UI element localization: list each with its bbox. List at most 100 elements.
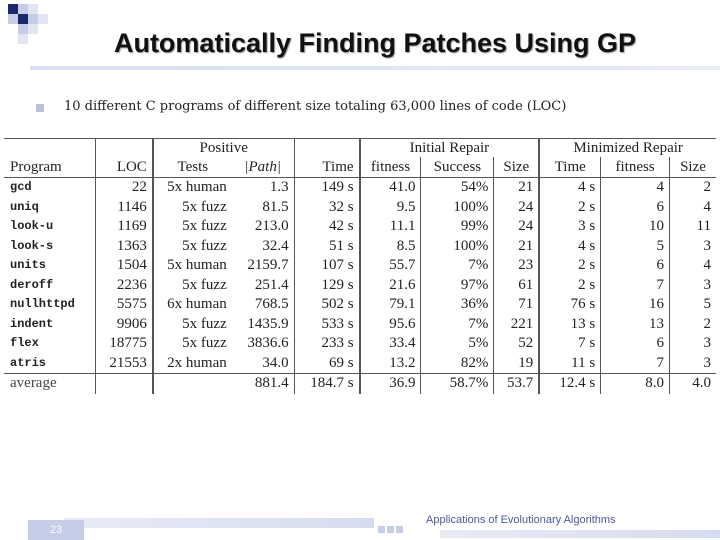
table-cell: 2 s bbox=[538, 275, 601, 295]
table-cell: 76 s bbox=[538, 295, 601, 315]
table-cell: 533 s bbox=[293, 314, 360, 334]
table-cell: 33.4 bbox=[358, 334, 421, 354]
table-cell: 95.6 bbox=[358, 314, 421, 334]
table-cell: 55.7 bbox=[358, 256, 421, 276]
table-cell: 6 bbox=[600, 334, 670, 354]
table-cell: 10 bbox=[600, 217, 670, 237]
table-cell: 233 s bbox=[293, 334, 360, 354]
slide-title: Automatically Finding Patches Using GP bbox=[113, 28, 637, 58]
table-cell: 213.0 bbox=[254, 218, 289, 235]
table-cell: 1435.9 bbox=[247, 315, 289, 332]
table-cell: 4 s bbox=[538, 236, 601, 256]
table-cell: 24 bbox=[493, 217, 540, 237]
col-loc: LOC bbox=[94, 157, 153, 178]
table-cell: 11.1 bbox=[358, 217, 421, 237]
table-cell: 16 bbox=[600, 295, 670, 315]
col-time: Time bbox=[293, 157, 360, 178]
table-cell: 9906 bbox=[94, 314, 153, 334]
table-cell: 5x fuzz bbox=[151, 275, 232, 295]
table-cell: 21.6 bbox=[358, 275, 421, 295]
table-cell: 11 bbox=[669, 217, 716, 237]
program-name: deroff bbox=[10, 277, 54, 292]
group-header-row: Positive Initial Repair Minimized Repair bbox=[4, 138, 716, 157]
table-cell: 4 bbox=[669, 197, 716, 217]
table-cell: 8.5 bbox=[358, 236, 421, 256]
table-cell: 4 bbox=[669, 256, 716, 276]
col-success: Success bbox=[420, 157, 494, 178]
table-cell: 82% bbox=[420, 353, 494, 374]
table-cell: 32.4 bbox=[262, 237, 289, 254]
col-min-fitness: fitness bbox=[600, 157, 670, 178]
footer-dots bbox=[378, 518, 405, 537]
table-cell: 7 bbox=[600, 275, 670, 295]
table-cell: 502 s bbox=[293, 295, 360, 315]
footer-bar-left bbox=[64, 518, 374, 528]
table-cell: 7% bbox=[420, 314, 494, 334]
bullet-text: 10 different C programs of different siz… bbox=[64, 99, 567, 114]
program-name: units bbox=[10, 258, 47, 273]
group-minimized-repair: Minimized Repair bbox=[538, 138, 716, 157]
program-name: nullhttpd bbox=[10, 297, 75, 312]
table-cell: 97% bbox=[420, 275, 494, 295]
table-body: gcd 22 5x human 1.3 149 s 41.0 54% 21 4 s 4 2 uniq 1… bbox=[4, 177, 716, 394]
table-cell: 5x fuzz bbox=[151, 197, 232, 217]
program-name: look-u bbox=[10, 219, 54, 234]
table-cell: 5x fuzz bbox=[151, 334, 232, 354]
table-cell: 5575 bbox=[94, 295, 153, 315]
column-header-row: Program LOC Tests |Path| Time fitness Su… bbox=[4, 157, 716, 178]
table-cell: 1146 bbox=[94, 197, 153, 217]
table-cell: 34.0 bbox=[262, 354, 289, 371]
table-cell: 7 bbox=[600, 353, 670, 374]
table-cell: 81.5 bbox=[262, 198, 289, 215]
table-cell: 129 s bbox=[293, 275, 360, 295]
table-cell: 42 s bbox=[293, 217, 360, 237]
col-min-size: Size bbox=[669, 157, 716, 178]
table-cell: 6 bbox=[600, 197, 670, 217]
table-cell: 3836.6 bbox=[247, 335, 289, 352]
col-program: Program bbox=[4, 157, 96, 178]
table-row: nullhttpd 5575 6x human 768.5 502 s 79.1 36% 71… bbox=[4, 295, 716, 315]
table-cell: 18775 bbox=[94, 334, 153, 354]
table-cell: 41.0 bbox=[358, 177, 421, 198]
col-fitness: fitness bbox=[358, 157, 421, 178]
table-cell: 107 s bbox=[293, 256, 360, 276]
table-cell: 58.7% bbox=[420, 373, 494, 394]
group-initial-repair: Initial Repair bbox=[358, 138, 540, 157]
table-cell: 3 bbox=[669, 353, 716, 374]
table-cell: 3 s bbox=[538, 217, 601, 237]
table-cell: 2 bbox=[669, 314, 716, 334]
table-cell: 13 s bbox=[538, 314, 601, 334]
table-cell: 22 bbox=[94, 177, 153, 198]
col-size: Size bbox=[493, 157, 540, 178]
table-cell: 32 s bbox=[293, 197, 360, 217]
average-label: average bbox=[4, 373, 96, 394]
table-cell: 3 bbox=[669, 275, 716, 295]
table-cell: 54% bbox=[420, 177, 494, 198]
table-cell: 3 bbox=[669, 334, 716, 354]
table-cell: 7% bbox=[420, 256, 494, 276]
table-cell: 5x fuzz bbox=[151, 217, 232, 237]
table-cell: 100% bbox=[420, 236, 494, 256]
table-cell: 19 bbox=[493, 353, 540, 374]
table-cell: 12.4 s bbox=[538, 373, 601, 394]
table-cell: 24 bbox=[493, 197, 540, 217]
table-cell: 6x human bbox=[151, 295, 232, 315]
table-cell: 5x human bbox=[151, 177, 232, 198]
corner-decoration bbox=[0, 0, 70, 52]
table-cell: 4 s bbox=[538, 177, 601, 198]
page-number: 23 bbox=[28, 520, 84, 540]
table-cell: 2 bbox=[669, 177, 716, 198]
table-cell: 99% bbox=[420, 217, 494, 237]
table-cell: 1363 bbox=[94, 236, 153, 256]
table-cell: 4.0 bbox=[669, 373, 716, 394]
table-cell: 5 bbox=[600, 236, 670, 256]
table-cell: 21553 bbox=[94, 353, 153, 374]
table-cell: 1169 bbox=[94, 217, 153, 237]
table-cell: 2 s bbox=[538, 197, 601, 217]
table-cell: 1504 bbox=[94, 256, 153, 276]
program-name: atris bbox=[10, 355, 47, 370]
table-cell: 221 bbox=[493, 314, 540, 334]
